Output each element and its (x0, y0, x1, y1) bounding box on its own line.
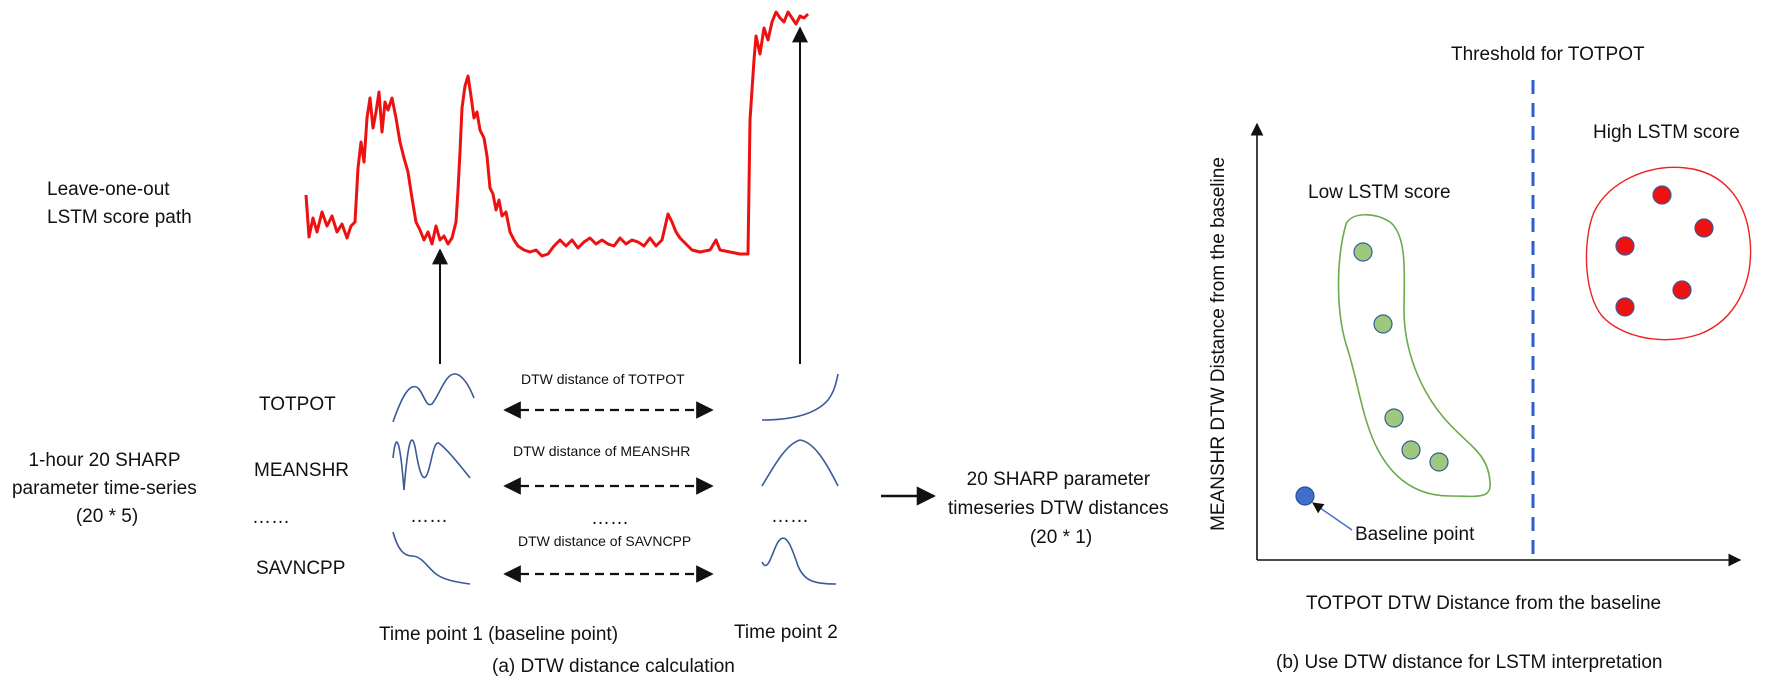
lstm-score-path (304, 10, 810, 258)
high-score-point (1672, 280, 1692, 300)
output-label: 20 SHARP parameter timeseries DTW distan… (948, 469, 1174, 548)
low-score-point (1373, 314, 1393, 334)
ellipsis-tp1: …… (410, 506, 448, 527)
low-score-cluster-outline (1337, 213, 1491, 498)
panel-b: Threshold for TOTPOT High LSTM score Low… (1208, 44, 1752, 673)
high-score-label: High LSTM score (1593, 122, 1740, 143)
x-axis-label: TOTPOT DTW Distance from the baseline (1306, 593, 1661, 614)
dtw-label-totpot: DTW distance of TOTPOT (521, 371, 685, 387)
high-score-point (1652, 185, 1672, 205)
param-name-savncpp: SAVNCPP (256, 558, 345, 579)
high-score-point (1615, 236, 1635, 256)
y-axis-label: MEANSHR DTW Distance from the baseline (1208, 157, 1229, 531)
low-score-point (1429, 452, 1449, 472)
caption-b: (b) Use DTW distance for LSTM interpreta… (1276, 652, 1662, 673)
low-score-point (1384, 408, 1404, 428)
param-name-totpot: TOTPOT (259, 394, 336, 415)
score-path-label: Leave-one-out LSTM score path (47, 179, 192, 228)
high-score-point (1694, 218, 1714, 238)
low-score-point (1353, 242, 1373, 262)
curve-savncpp-tp2 (761, 537, 837, 585)
threshold-label: Threshold for TOTPOT (1451, 44, 1645, 65)
high-score-point (1615, 297, 1635, 317)
panel-a: Leave-one-out LSTM score path 1-hour 20 … (12, 10, 1174, 677)
low-score-label: Low LSTM score (1308, 182, 1451, 203)
curve-meanshr-tp2 (761, 439, 839, 487)
input-label: 1-hour 20 SHARP parameter time-series (2… (12, 450, 202, 527)
baseline-label: Baseline point (1355, 524, 1475, 545)
ellipsis-mid: …… (591, 508, 629, 529)
curve-meanshr-tp1 (392, 439, 471, 491)
param-ellipsis-left: …… (252, 507, 290, 528)
baseline-point (1295, 486, 1315, 506)
ellipsis-tp2: …… (771, 506, 809, 527)
low-score-point (1401, 440, 1421, 460)
curve-totpot-tp2 (761, 373, 839, 421)
dtw-label-savncpp: DTW distance of SAVNCPP (518, 533, 691, 549)
time-point-2-label: Time point 2 (734, 622, 838, 643)
baseline-pointer-arrow (1312, 502, 1353, 531)
high-score-cluster-outline (1585, 166, 1752, 341)
param-name-meanshr: MEANSHR (254, 460, 349, 481)
caption-a: (a) DTW distance calculation (492, 656, 735, 677)
time-point-1-label: Time point 1 (baseline point) (379, 624, 618, 645)
curve-totpot-tp1 (392, 373, 475, 423)
curve-savncpp-tp1 (392, 531, 471, 585)
dtw-label-meanshr: DTW distance of MEANSHR (513, 443, 690, 459)
